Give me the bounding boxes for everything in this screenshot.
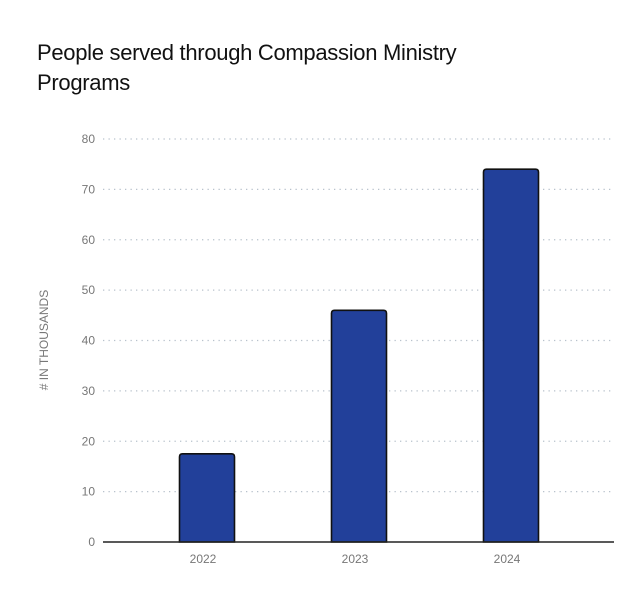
y-tick-label: 0 [88, 535, 95, 549]
y-tick-label: 50 [82, 283, 96, 297]
x-tick-label: 2024 [494, 552, 521, 566]
bar-2023 [330, 309, 388, 543]
y-tick-label: 20 [82, 434, 96, 448]
y-tick-label: 10 [82, 485, 96, 499]
y-tick-label: 70 [82, 182, 96, 196]
x-tick-label: 2022 [190, 552, 217, 566]
y-tick-label: 80 [82, 132, 96, 146]
x-tick-label: 2023 [342, 552, 369, 566]
chart-title: People served through Compassion Ministr… [37, 40, 457, 95]
y-tick-label: 30 [82, 384, 96, 398]
bar-2024 [482, 168, 540, 543]
bar-2022 [178, 453, 236, 543]
y-tick-label: 40 [82, 334, 96, 348]
y-tick-label: 60 [82, 233, 96, 247]
